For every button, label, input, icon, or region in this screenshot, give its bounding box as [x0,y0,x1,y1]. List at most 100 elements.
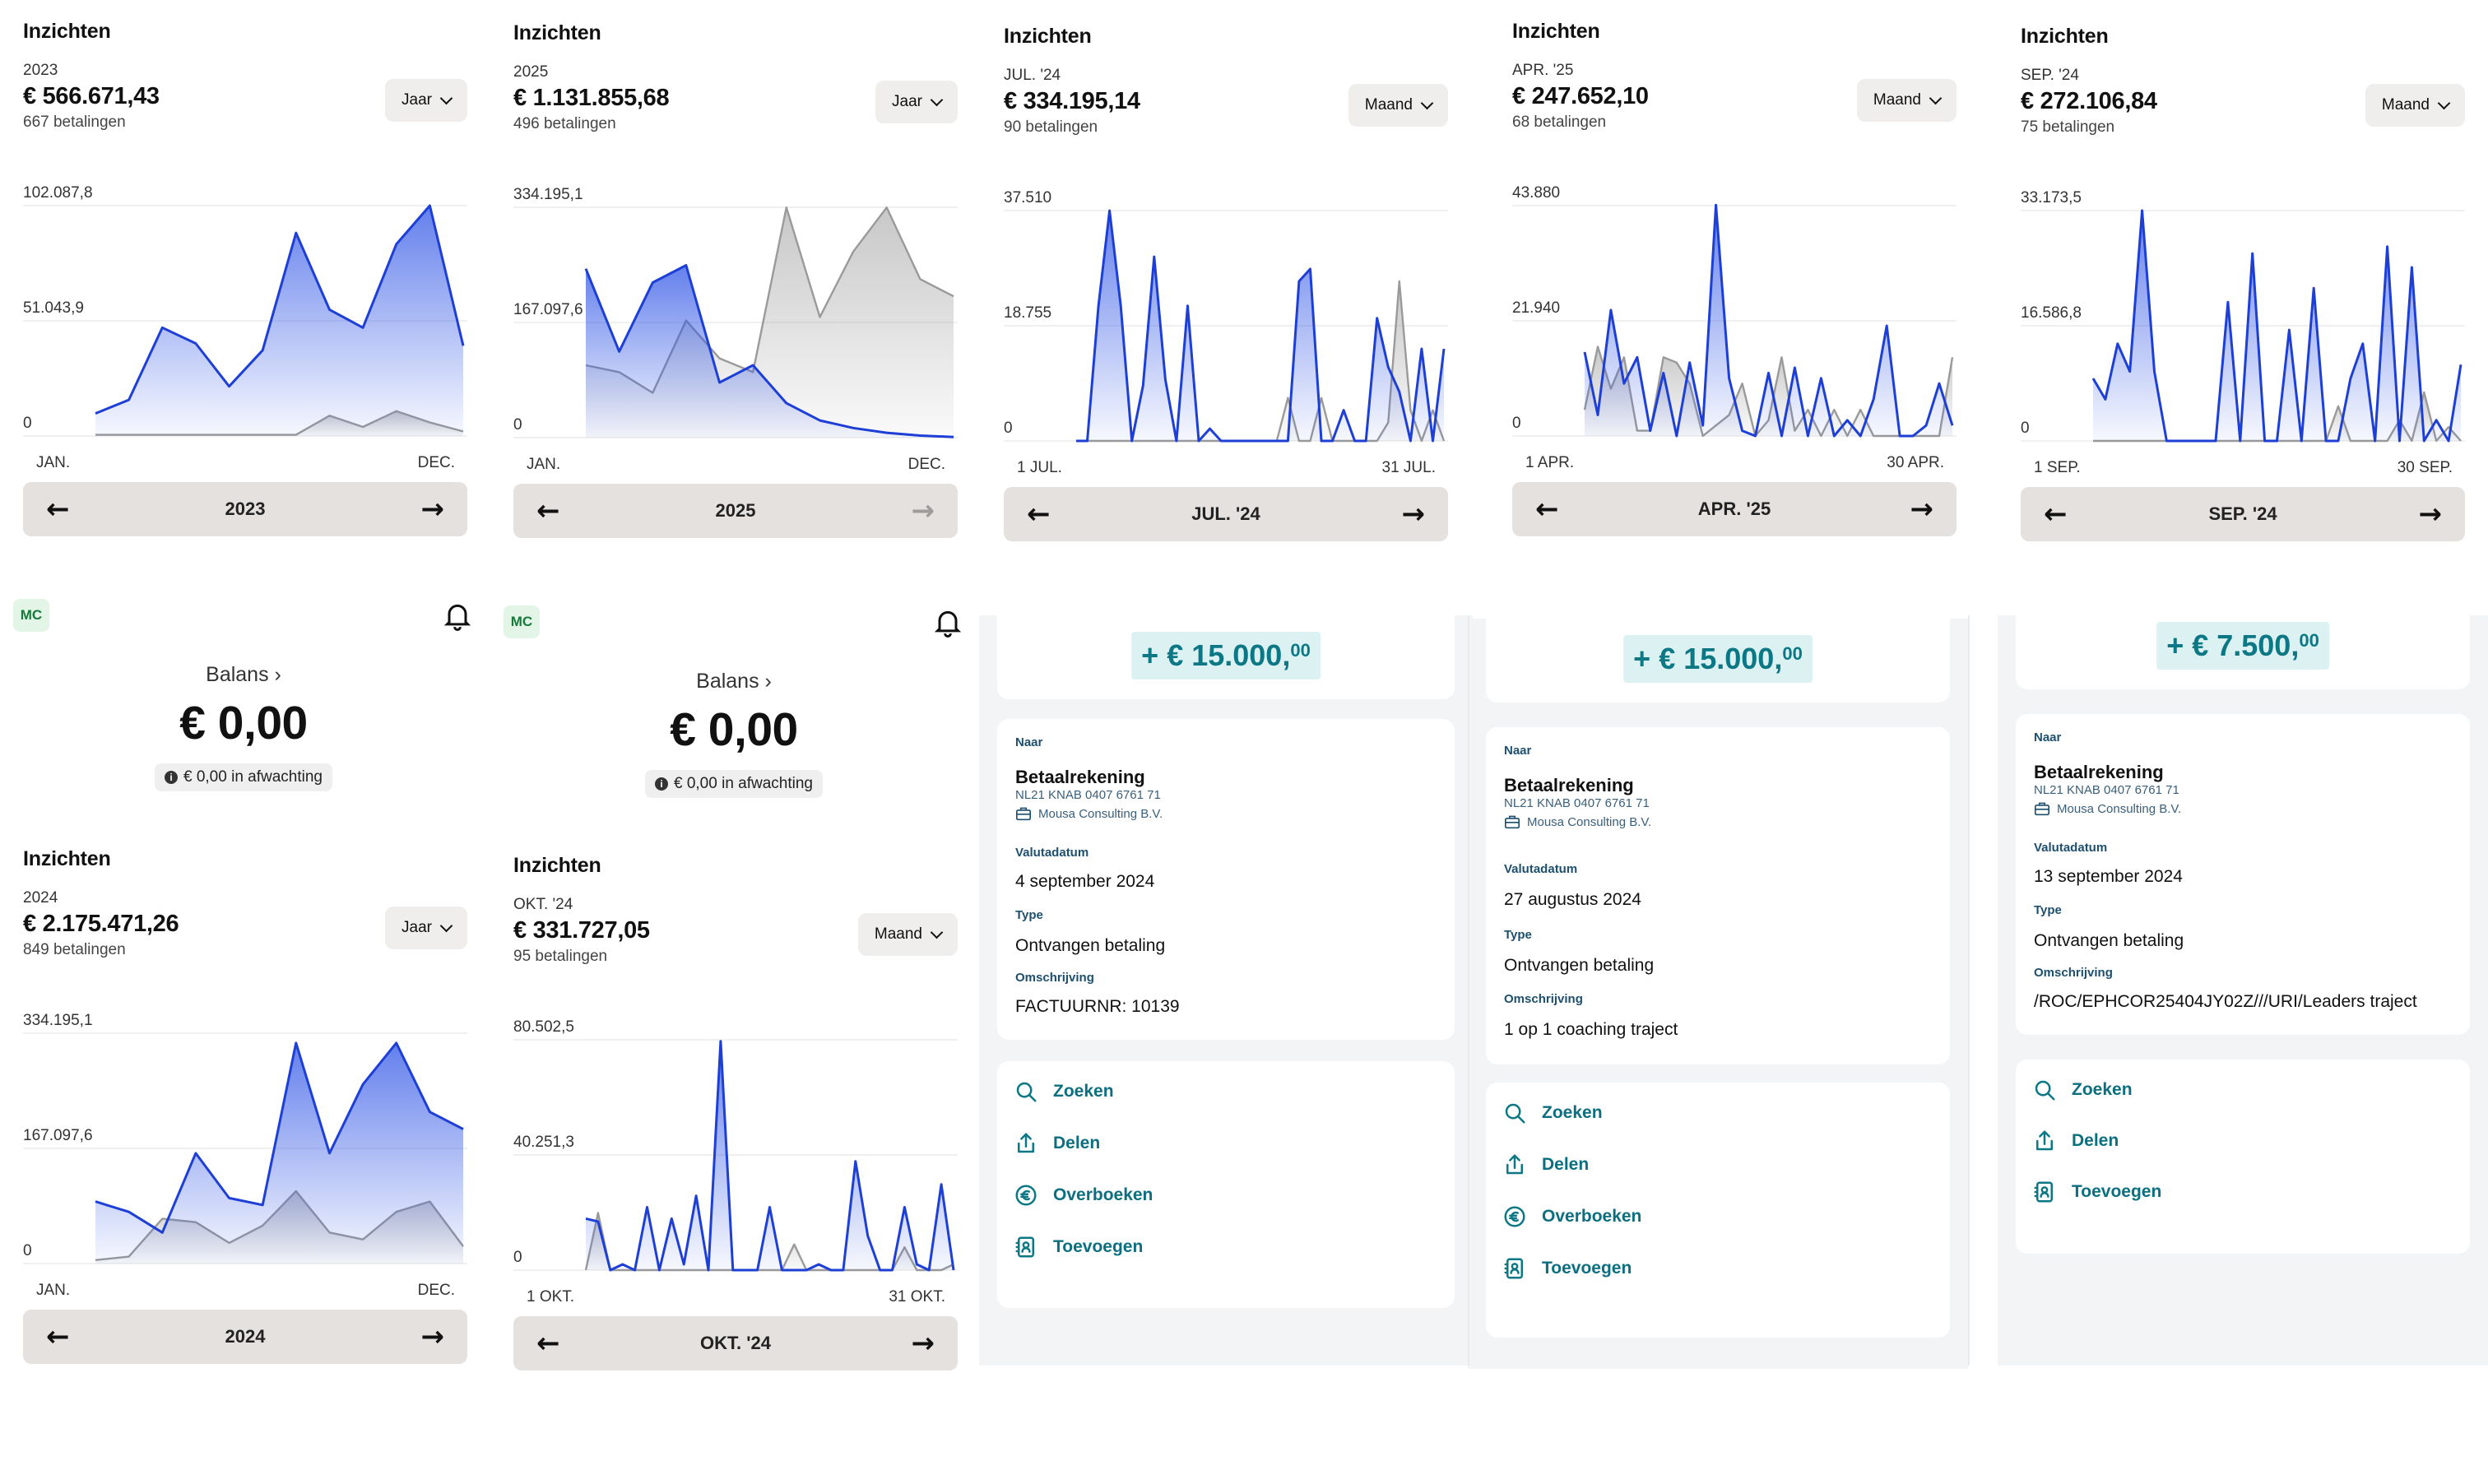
x-end-label: 30 APR. [1887,454,1944,471]
arrow-left-icon[interactable]: ← [536,1327,560,1360]
x-start-label: JAN. [527,456,560,473]
action-toevoegen[interactable]: Toevoegen [1014,1235,1143,1259]
y-min-label: 0 [513,416,522,434]
period-dropdown[interactable]: Maand [1856,79,1957,122]
amount-cents: 00 [1782,643,1803,664]
arrow-left-icon[interactable]: ← [1535,493,1559,526]
avatar[interactable]: MC [13,599,49,632]
action-delen[interactable]: Delen [1014,1131,1100,1156]
insights-chart: 80.502,5 40.251,3 0 1 OKT. 31 OKT. [513,1018,958,1305]
account-name: Betaalrekening [2034,762,2164,782]
payment-count: 90 betalingen [1004,118,1098,136]
balance-section-1: MC Balans › € 0,00 i € 0,00 in afwachting [13,599,474,791]
insights-chart: 334.195,1 167.097,6 0 JAN. DEC. [23,1012,467,1299]
briefcase-icon [1505,815,1520,829]
arrow-left-icon[interactable]: ← [46,1320,70,1353]
action-label: Toevoegen [1542,1259,1632,1278]
period-dropdown[interactable]: Jaar [385,907,467,949]
action-label: Delen [2072,1131,2119,1150]
x-end-label: DEC. [908,456,945,473]
period-label: OKT. '24 [513,896,573,913]
y-max-label: 43.880 [1512,184,1560,202]
description-label: Omschrijving [2034,966,2113,980]
arrow-right-icon[interactable]: → [1401,498,1426,531]
action-delen[interactable]: Delen [2032,1129,2119,1153]
period-dropdown[interactable]: Jaar [875,81,958,123]
chevron-down-icon [439,91,453,104]
period-dropdown[interactable]: Maand [1348,84,1448,127]
arrow-right-icon[interactable]: → [420,1320,444,1353]
x-end-label: DEC. [418,454,455,471]
bell-icon[interactable] [931,605,964,638]
payment-count: 75 betalingen [2021,118,2115,136]
action-toevoegen[interactable]: Toevoegen [2032,1180,2161,1204]
insights-chart: 33.173,5 16.586,8 0 1 SEP. 30 SEP. [2021,189,2465,476]
arrow-right-icon[interactable]: → [1910,493,1933,526]
action-label: Zoeken [1053,1082,1114,1101]
action-toevoegen[interactable]: Toevoegen [1502,1256,1632,1281]
balance-label[interactable]: Balans › [206,663,281,686]
description-value: 1 op 1 coaching traject [1504,1020,1678,1039]
period-dropdown[interactable]: Maand [857,913,958,956]
type-label: Type [1504,928,1532,942]
bell-icon[interactable] [441,599,474,632]
action-zoeken[interactable]: Zoeken [1014,1079,1114,1104]
action-overboeken[interactable]: Overboeken [1014,1183,1153,1208]
period-nav-label: 2024 [225,1326,266,1347]
amount-cents: 00 [1290,640,1311,661]
chevron-down-icon [439,919,453,932]
details-card: Naar Betaalrekening NL21 KNAB 0407 6761 … [2016,714,2470,1035]
arrow-left-icon[interactable]: ← [1027,498,1051,531]
actions-card: Zoeken Delen Overboeken Toevoegen [1486,1083,1950,1338]
x-start-label: 1 SEP. [2034,459,2081,476]
series-line [1583,203,1954,438]
action-delen[interactable]: Delen [1502,1152,1589,1177]
action-label: Delen [1542,1155,1590,1174]
arrow-right-icon[interactable]: → [2418,498,2443,531]
y-mid-label: 51.043,9 [23,299,84,317]
insights-title: Inzichten [2021,25,2109,48]
action-zoeken[interactable]: Zoeken [2032,1078,2133,1102]
period-dropdown[interactable]: Jaar [385,79,467,122]
transaction-detail: + € 15.000,00 Naar Betaalrekening NL21 K… [979,607,1473,1366]
pending-badge: i € 0,00 in afwachting [644,770,824,798]
series-line [585,1040,955,1272]
x-end-label: 30 SEP. [2397,459,2453,476]
y-max-label: 102.087,8 [23,184,93,202]
arrow-left-icon[interactable]: ← [2044,498,2068,531]
x-start-label: JAN. [36,1282,70,1299]
action-overboeken[interactable]: Overboeken [1502,1204,1641,1229]
transaction-amount: + € 15.000,00 [1131,632,1321,679]
period-dropdown[interactable]: Maand [2365,84,2465,127]
arrow-right-icon[interactable]: → [911,1327,935,1360]
y-mid-label: 167.097,6 [513,301,583,318]
to-label: Naar [1015,735,1043,749]
period-label: 2024 [23,889,58,907]
company-name: Mousa Consulting B.V. [1527,814,1652,829]
action-zoeken[interactable]: Zoeken [1502,1101,1603,1125]
arrow-left-icon[interactable]: ← [536,494,560,527]
insights-title: Inzichten [23,847,111,870]
share-icon [2036,1130,2053,1151]
y-max-label: 80.502,5 [513,1018,574,1036]
period-nav-label: OKT. '24 [700,1333,771,1353]
iban: NL21 KNAB 0407 6761 71 [1504,796,1650,810]
total-amount: € 2.175.471,26 [23,911,179,937]
payment-count: 496 betalingen [513,115,616,132]
x-start-label: 1 APR. [1525,454,1574,471]
type-label: Type [2034,903,2062,917]
series-line [1076,209,1446,443]
arrow-left-icon[interactable]: ← [46,493,70,526]
insights-title: Inzichten [513,854,601,877]
balance-section-2: MC Balans › € 0,00 i € 0,00 in afwachting [504,605,964,798]
amount-card: + € 15.000,00 [997,607,1455,699]
arrow-right-icon[interactable]: → [420,493,444,526]
balance-label[interactable]: Balans › [696,670,772,693]
search-icon [2035,1080,2055,1101]
date-value: 27 augustus 2024 [1504,890,1641,909]
period-nav-label: APR. '25 [1697,499,1771,519]
series-area [586,265,954,438]
avatar[interactable]: MC [504,605,540,638]
insights-panel: Inzichten JUL. '24 € 334.195,14 90 betal… [1004,25,1448,543]
x-end-label: DEC. [418,1282,455,1299]
